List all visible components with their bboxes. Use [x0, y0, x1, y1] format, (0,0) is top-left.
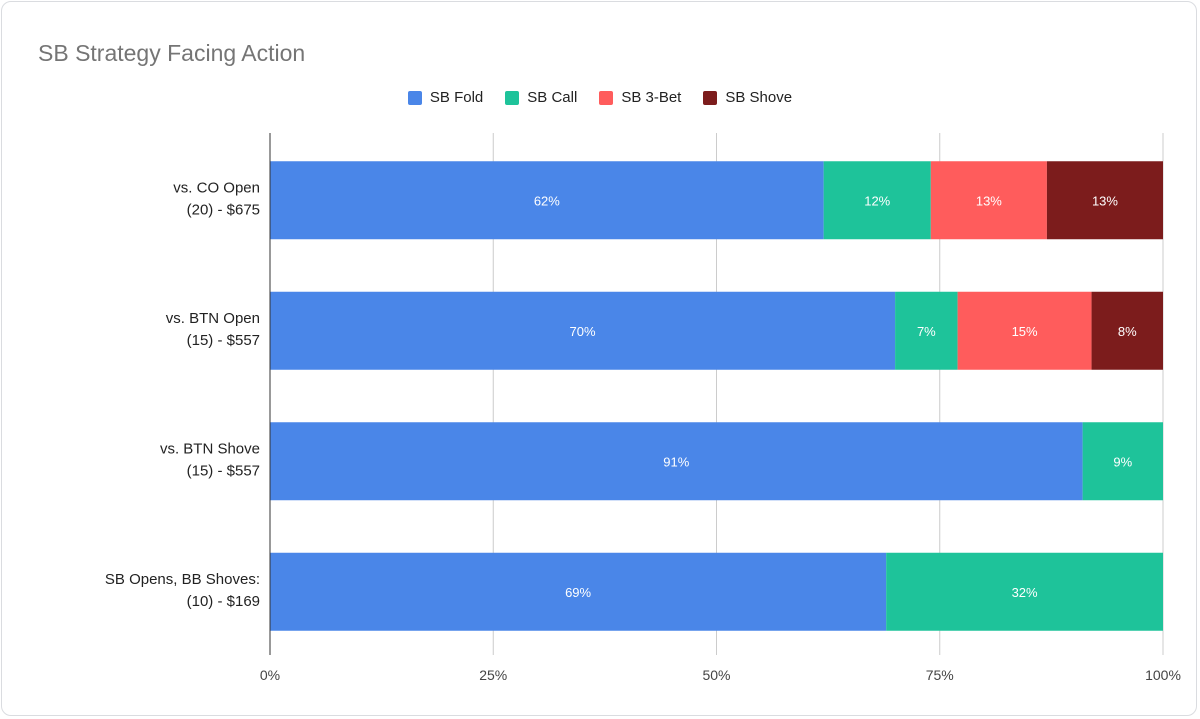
- bar-segment: [930, 161, 1047, 240]
- x-tick-label: 25%: [479, 667, 507, 683]
- y-tick-label: SB Opens, BB Shoves:: [105, 571, 260, 588]
- legend-label: SB 3-Bet: [621, 89, 682, 106]
- bar-segment: [270, 291, 896, 370]
- data-label: 32%: [1012, 585, 1038, 600]
- y-tick-label: vs. BTN Shove: [160, 440, 260, 457]
- bar-segment: [1046, 161, 1163, 240]
- y-tick-label: (20) - $675: [187, 201, 260, 218]
- data-label: 15%: [1012, 324, 1038, 339]
- x-tick-label: 75%: [926, 667, 954, 683]
- x-tick-label: 0%: [260, 667, 280, 683]
- bar-segment: [270, 161, 824, 240]
- y-tick-label: vs. BTN Open: [166, 310, 260, 327]
- legend-item-sb-shove[interactable]: SB Shove: [703, 89, 792, 106]
- legend-label: SB Call: [527, 89, 578, 106]
- bar-segment: [957, 291, 1092, 370]
- data-label: 13%: [976, 193, 1002, 208]
- bar-segment: [1091, 291, 1163, 370]
- chart-title: SB Strategy Facing Action: [38, 40, 306, 66]
- x-tick-label: 50%: [702, 667, 730, 683]
- data-label: 69%: [565, 585, 591, 600]
- y-tick-label: vs. CO Open: [173, 179, 260, 196]
- bar-segment: [823, 161, 931, 240]
- bar-segment: [1082, 422, 1163, 501]
- data-label: 7%: [917, 324, 936, 339]
- chart-legend: SB Fold SB Call SB 3-Bet SB Shove: [0, 89, 1200, 106]
- legend-label: SB Shove: [725, 89, 793, 106]
- data-label: 70%: [570, 324, 596, 339]
- legend-item-sb-fold[interactable]: SB Fold: [407, 89, 484, 106]
- bar-segment: [270, 552, 887, 631]
- y-tick-label: (10) - $169: [187, 593, 260, 610]
- legend-swatch: [407, 90, 422, 105]
- legend-swatch: [599, 90, 614, 105]
- legend-item-sb-call[interactable]: SB Call: [505, 89, 577, 106]
- data-label: 8%: [1118, 324, 1137, 339]
- data-label: 12%: [864, 193, 890, 208]
- y-tick-label: (15) - $557: [187, 462, 260, 479]
- legend-label: SB Fold: [429, 89, 484, 106]
- x-tick-label: 100%: [1145, 667, 1181, 683]
- legend-swatch: [703, 90, 718, 105]
- data-label: 13%: [1092, 193, 1118, 208]
- data-label: 62%: [534, 193, 560, 208]
- bar-segment: [895, 291, 958, 370]
- bar-segment: [270, 422, 1083, 501]
- bar-segment: [886, 552, 1163, 631]
- data-label: 91%: [663, 454, 689, 469]
- data-label: 9%: [1113, 454, 1132, 469]
- legend-item-sb-3-bet[interactable]: SB 3-Bet: [599, 89, 681, 106]
- y-tick-label: (15) - $557: [187, 332, 260, 349]
- legend-swatch: [505, 90, 520, 105]
